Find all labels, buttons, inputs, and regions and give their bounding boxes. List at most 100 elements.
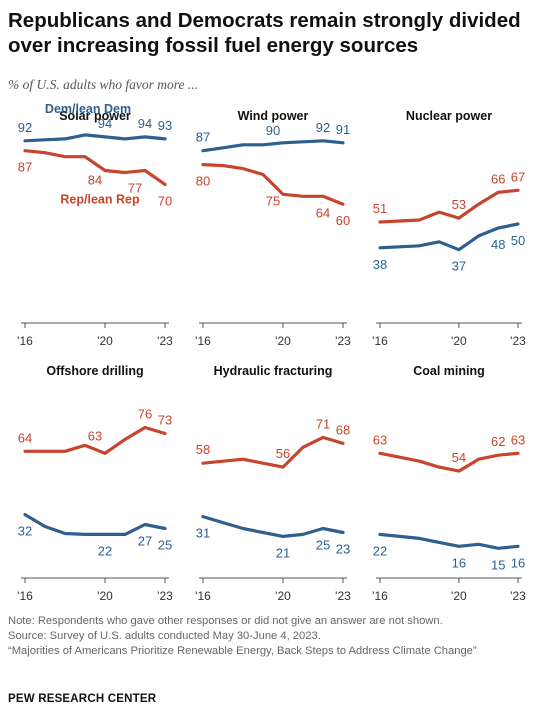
x-tick-label: '16 — [195, 589, 211, 603]
data-label: 71 — [316, 416, 330, 431]
panel-2: Wind power '16 '20 '23 87 90 92 91 80 75 64 60 — [195, 109, 351, 348]
x-tick-label: '16 — [17, 334, 33, 348]
x-tick-label: '16 — [195, 334, 211, 348]
note-text: Note: Respondents who gave other respons… — [8, 615, 443, 627]
panel-3: Nuclear power '16 '20 '23 38 37 48 50 51 53 66 67 — [372, 109, 526, 348]
x-tick-label: '16 — [17, 589, 33, 603]
data-label: 25 — [158, 538, 172, 553]
data-label: 94 — [138, 116, 152, 131]
data-label: 87 — [196, 130, 210, 145]
data-label: 37 — [452, 259, 466, 274]
data-label: 27 — [138, 534, 152, 549]
x-tick-label: '16 — [372, 589, 388, 603]
data-label: 25 — [316, 538, 330, 553]
panel-title: Hydraulic fracturing — [214, 364, 333, 378]
data-label: 92 — [316, 120, 330, 135]
series-label-dem: Dem/lean Dem — [45, 102, 131, 116]
panel-4: Offshore drilling '16 '20 '23 32 22 27 25 64 63 76… — [17, 364, 173, 603]
data-label: 75 — [266, 193, 280, 208]
report-title: “Majorities of Americans Prioritize Rene… — [8, 645, 477, 657]
x-tick-label: '20 — [275, 589, 291, 603]
data-label: 73 — [158, 412, 172, 427]
series-line-dem — [201, 514, 345, 539]
panel-title: Offshore drilling — [46, 364, 143, 378]
data-label: 63 — [373, 432, 387, 447]
data-label: 53 — [452, 197, 466, 212]
data-label: 31 — [196, 526, 210, 541]
x-tick-label: '20 — [275, 334, 291, 348]
series-line-rep — [201, 163, 345, 206]
series-line-dem — [378, 222, 520, 252]
data-label: 21 — [276, 545, 290, 560]
panel-5: Hydraulic fracturing '16 '20 '23 31 21 25 23 58 5… — [195, 364, 351, 603]
small-multiples-chart: Solar power '16 '20 '23 92 94 94 93 87 84 77 70 Dem/… — [17, 102, 526, 603]
x-tick-label: '23 — [157, 589, 173, 603]
source-text: Source: Survey of U.S. adults conducted … — [8, 630, 321, 642]
data-label: 32 — [18, 524, 32, 539]
data-label: 64 — [316, 205, 330, 220]
data-label: 87 — [18, 160, 32, 175]
x-tick-label: '20 — [451, 334, 467, 348]
x-tick-label: '23 — [510, 334, 526, 348]
panel-title: Coal mining — [413, 364, 485, 378]
data-label: 68 — [336, 422, 350, 437]
series-label-rep: Rep/lean Rep — [60, 193, 140, 207]
data-label: 48 — [491, 237, 505, 252]
x-tick-label: '20 — [97, 334, 113, 348]
series-line-rep — [23, 149, 167, 186]
data-label: 22 — [373, 543, 387, 558]
data-label: 56 — [276, 446, 290, 461]
data-label: 54 — [452, 450, 466, 465]
series-line-rep — [378, 451, 520, 473]
panel-title: Nuclear power — [406, 109, 492, 123]
data-label: 93 — [158, 118, 172, 133]
series-line-dem — [201, 139, 345, 153]
data-label: 77 — [128, 181, 142, 196]
data-label: 66 — [491, 171, 505, 186]
series-line-dem — [23, 133, 167, 143]
x-tick-label: '23 — [335, 334, 351, 348]
series-line-rep — [201, 435, 345, 469]
data-label: 60 — [336, 213, 350, 228]
panel-1: Solar power '16 '20 '23 92 94 94 93 87 84 77 70 Dem/… — [17, 102, 173, 348]
data-label: 50 — [511, 233, 525, 248]
data-label: 58 — [196, 442, 210, 457]
data-label: 63 — [511, 432, 525, 447]
x-tick-label: '20 — [451, 589, 467, 603]
brand-logo-text: PEW RESEARCH CENTER — [8, 693, 157, 705]
data-label: 80 — [196, 174, 210, 189]
series-line-dem — [23, 512, 167, 537]
data-label: 51 — [373, 201, 387, 216]
data-label: 23 — [336, 541, 350, 556]
data-label: 70 — [158, 193, 172, 208]
panel-title: Wind power — [238, 109, 309, 123]
data-label: 92 — [18, 120, 32, 135]
data-label: 62 — [491, 434, 505, 449]
x-tick-label: '23 — [510, 589, 526, 603]
x-tick-label: '16 — [372, 334, 388, 348]
x-tick-label: '20 — [97, 589, 113, 603]
panel-6: Coal mining '16 '20 '23 22 16 15 16 63 54 62 63 — [372, 364, 526, 603]
data-label: 94 — [98, 116, 112, 131]
data-label: 16 — [452, 555, 466, 570]
data-label: 76 — [138, 407, 152, 422]
data-label: 15 — [491, 557, 505, 572]
series-line-dem — [378, 532, 520, 550]
data-label: 90 — [266, 123, 280, 138]
data-label: 63 — [88, 428, 102, 443]
series-line-rep — [23, 425, 167, 455]
chart-subtitle: % of U.S. adults who favor more ... — [8, 77, 198, 92]
data-label: 22 — [98, 543, 112, 558]
x-tick-label: '23 — [335, 589, 351, 603]
chart-title: Republicans and Democrats remain strongl… — [8, 9, 521, 57]
data-label: 38 — [373, 257, 387, 272]
panel-title: Solar power — [59, 109, 131, 123]
data-label: 64 — [18, 430, 32, 445]
data-label: 16 — [511, 555, 525, 570]
data-label: 67 — [511, 169, 525, 184]
series-line-rep — [378, 188, 520, 224]
data-label: 91 — [336, 122, 350, 137]
chart-notes: Note: Respondents who gave other respons… — [8, 614, 536, 659]
x-tick-label: '23 — [157, 334, 173, 348]
data-label: 84 — [88, 173, 102, 188]
